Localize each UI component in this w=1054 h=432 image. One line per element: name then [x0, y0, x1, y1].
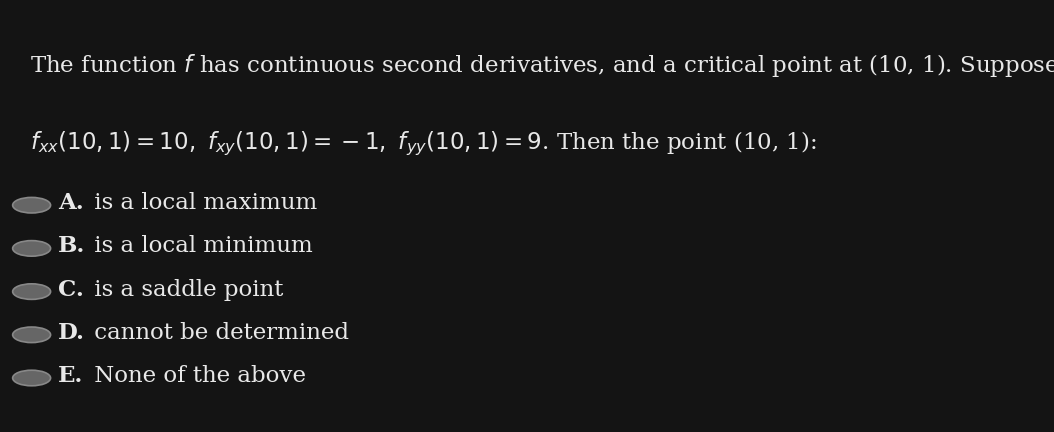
Text: cannot be determined: cannot be determined — [87, 322, 350, 344]
Text: is a saddle point: is a saddle point — [87, 279, 284, 301]
Text: is a local maximum: is a local maximum — [87, 192, 317, 214]
Text: A.: A. — [58, 192, 83, 214]
Text: None of the above: None of the above — [87, 365, 307, 387]
Text: The function $\mathit{f}$ has continuous second derivatives, and a critical poin: The function $\mathit{f}$ has continuous… — [30, 52, 1054, 79]
Circle shape — [13, 241, 51, 256]
Text: $f_{xx}(10, 1) = 10,\ f_{xy}(10, 1) = -1,\ f_{yy}(10, 1) = 9$. Then the point (1: $f_{xx}(10, 1) = 10,\ f_{xy}(10, 1) = -1… — [30, 130, 816, 158]
Circle shape — [13, 370, 51, 386]
Text: C.: C. — [58, 279, 84, 301]
Text: is a local minimum: is a local minimum — [87, 235, 313, 257]
Circle shape — [13, 284, 51, 299]
Text: E.: E. — [58, 365, 83, 387]
Text: B.: B. — [58, 235, 85, 257]
Circle shape — [13, 197, 51, 213]
Circle shape — [13, 327, 51, 343]
Text: D.: D. — [58, 322, 85, 344]
